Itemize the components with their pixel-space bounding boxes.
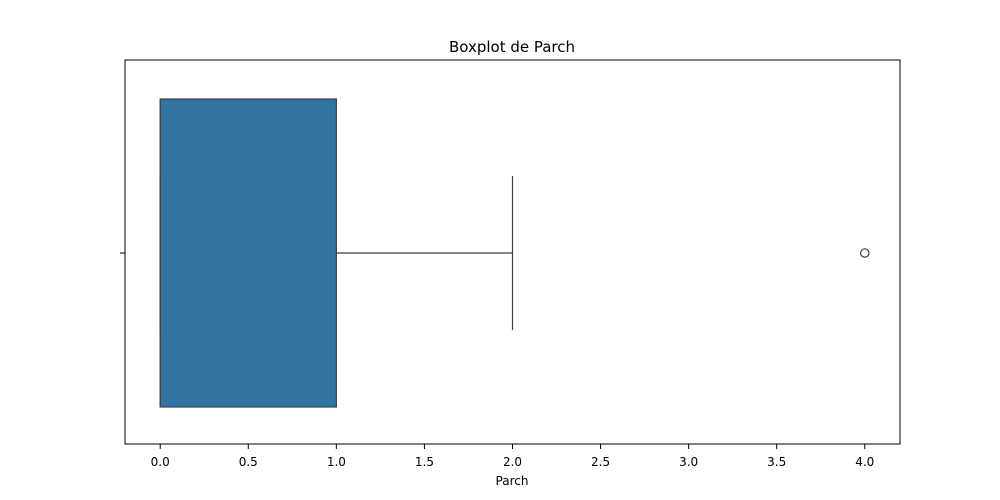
- x-tick-label: 0.0: [151, 455, 170, 469]
- x-axis-ticks: 0.0 0.5 1.0 1.5 2.0 2.5 3.0 3.5 4.0: [151, 444, 874, 469]
- box-iqr: [159, 98, 337, 408]
- plot-content: [159, 98, 870, 408]
- x-tick-label: 1.5: [415, 455, 434, 469]
- x-tick-label: 2.0: [503, 455, 522, 469]
- x-tick-label: 4.0: [855, 455, 874, 469]
- chart-title: Boxplot de Parch: [449, 38, 575, 56]
- x-tick-label: 2.5: [591, 455, 610, 469]
- x-tick-label: 3.5: [767, 455, 786, 469]
- x-axis-label: Parch: [496, 474, 529, 488]
- x-tick-label: 1.0: [327, 455, 346, 469]
- x-tick-label: 3.0: [679, 455, 698, 469]
- outlier-point: [859, 248, 870, 258]
- x-tick-label: 0.5: [239, 455, 258, 469]
